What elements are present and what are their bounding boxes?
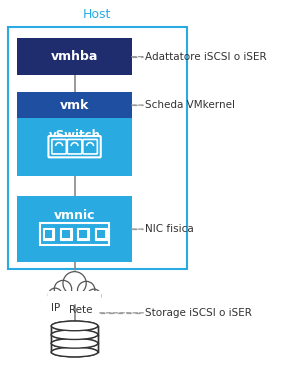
Text: vmk: vmk (60, 98, 89, 112)
Ellipse shape (51, 338, 98, 348)
FancyBboxPatch shape (95, 228, 106, 240)
Ellipse shape (51, 321, 98, 331)
Ellipse shape (51, 330, 98, 340)
FancyBboxPatch shape (17, 93, 132, 117)
FancyBboxPatch shape (97, 230, 105, 238)
Text: NIC fisica: NIC fisica (145, 224, 194, 234)
FancyBboxPatch shape (45, 230, 52, 238)
FancyBboxPatch shape (17, 38, 132, 75)
Text: vSwitch: vSwitch (49, 129, 101, 142)
Text: vmnic: vmnic (54, 209, 95, 222)
Text: Scheda VMkernel: Scheda VMkernel (145, 100, 235, 110)
Circle shape (78, 281, 95, 299)
Text: Storage iSCSI o iSER: Storage iSCSI o iSER (145, 308, 252, 318)
Ellipse shape (51, 338, 98, 348)
FancyBboxPatch shape (48, 291, 101, 303)
FancyBboxPatch shape (78, 228, 89, 240)
Ellipse shape (51, 347, 98, 357)
FancyBboxPatch shape (17, 196, 132, 262)
FancyBboxPatch shape (79, 230, 87, 238)
Ellipse shape (51, 321, 98, 331)
Circle shape (48, 288, 62, 302)
Ellipse shape (51, 330, 98, 340)
Text: Rete: Rete (69, 305, 92, 315)
Text: vmhba: vmhba (51, 50, 98, 63)
FancyBboxPatch shape (83, 139, 97, 154)
FancyBboxPatch shape (48, 136, 101, 157)
FancyBboxPatch shape (62, 230, 70, 238)
FancyBboxPatch shape (52, 139, 66, 154)
FancyBboxPatch shape (17, 117, 132, 176)
Ellipse shape (51, 347, 98, 357)
FancyBboxPatch shape (42, 228, 54, 240)
FancyBboxPatch shape (67, 139, 82, 154)
FancyBboxPatch shape (60, 228, 72, 240)
Text: Host: Host (83, 8, 112, 21)
Circle shape (63, 272, 86, 295)
Text: IP: IP (50, 303, 60, 313)
FancyBboxPatch shape (51, 326, 98, 352)
Circle shape (54, 280, 72, 298)
Circle shape (87, 289, 101, 303)
FancyBboxPatch shape (40, 223, 109, 245)
Text: Adattatore iSCSI o iSER: Adattatore iSCSI o iSER (145, 52, 267, 61)
